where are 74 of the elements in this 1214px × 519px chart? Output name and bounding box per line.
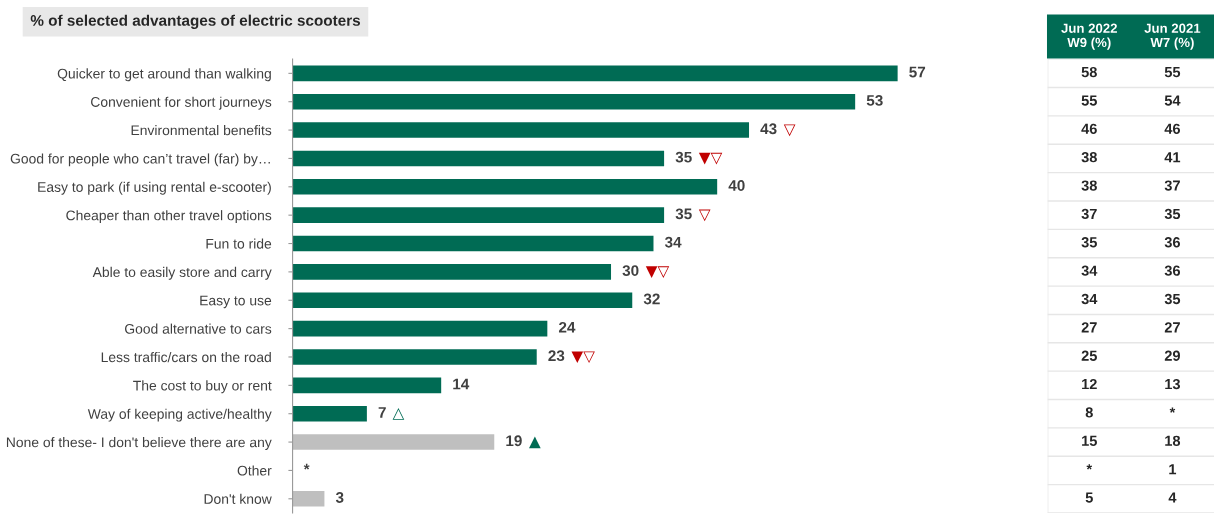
data-label: 23 bbox=[548, 350, 565, 362]
text: 4 bbox=[1168, 492, 1177, 503]
text: 34 bbox=[1081, 265, 1098, 276]
data-label: 57 bbox=[909, 66, 926, 78]
chart-title: % of selected advantages of electric scooters bbox=[30, 14, 361, 29]
category-label: Jun 2022 W9 (%) bbox=[1061, 23, 1117, 50]
data-label: 40 bbox=[728, 180, 745, 191]
y-tick-label: Fun to ride bbox=[206, 238, 272, 249]
y-tick-label: Less traffic/cars on the road bbox=[101, 351, 271, 363]
text: 46 bbox=[1164, 123, 1180, 134]
text: 38 bbox=[1081, 180, 1097, 191]
y-tick-label: Good for people who can’t travel (far) by… bbox=[10, 153, 270, 167]
text: 35 bbox=[1164, 208, 1181, 220]
text: 55 bbox=[1081, 95, 1097, 106]
y-tick-label: Good alternative to cars bbox=[125, 323, 272, 334]
y-tick-label: Able to easily store and carry bbox=[92, 266, 272, 280]
y-tick-label: Don't know bbox=[204, 493, 272, 504]
text: 35 bbox=[1081, 237, 1097, 248]
text: 37 bbox=[1081, 208, 1097, 220]
data-label: 19 bbox=[506, 435, 522, 447]
y-tick-label: None of these- I don't believe there are any bbox=[6, 437, 272, 450]
text: 27 bbox=[1164, 322, 1180, 333]
annotation: △ bbox=[392, 408, 405, 420]
data-label: 53 bbox=[866, 94, 883, 106]
text: 35 bbox=[1164, 293, 1181, 305]
text: 36 bbox=[1164, 265, 1180, 276]
y-tick-label: Easy to use bbox=[200, 295, 272, 309]
text: 13 bbox=[1165, 378, 1180, 390]
text: 37 bbox=[1164, 180, 1180, 191]
data-label: 34 bbox=[664, 236, 682, 248]
data-label: 35 bbox=[675, 151, 692, 163]
y-tick-label: Environmental benefits bbox=[131, 125, 272, 136]
text: 25 bbox=[1081, 350, 1097, 361]
text: 38 bbox=[1081, 152, 1097, 163]
y-tick-label: Way of keeping active/healthy bbox=[87, 408, 272, 422]
y-tick-label: Convenient for short journeys bbox=[91, 96, 272, 110]
data-label: 32 bbox=[643, 293, 660, 305]
data-label: 30 bbox=[622, 265, 639, 277]
data-label: 14 bbox=[453, 378, 470, 390]
data-label: 7 bbox=[378, 407, 386, 418]
y-tick-label: Easy to park (if using rental e-scooter) bbox=[38, 181, 271, 195]
annotation: ▽ bbox=[698, 209, 711, 222]
annotation: ▼▽ bbox=[645, 266, 670, 278]
y-tick-label: The cost to buy or rent bbox=[133, 380, 272, 394]
text: * bbox=[303, 463, 310, 470]
text: 34 bbox=[1081, 293, 1098, 305]
y-tick-label: Quicker to get around than walking bbox=[57, 68, 271, 82]
text: 8 bbox=[1085, 407, 1093, 418]
text: 29 bbox=[1164, 350, 1180, 361]
text: * bbox=[1169, 407, 1176, 413]
data-label: 24 bbox=[558, 321, 576, 333]
data-label: 35 bbox=[675, 208, 692, 220]
data-label: 43 bbox=[760, 123, 777, 135]
text: * bbox=[1086, 464, 1093, 470]
text: 5 bbox=[1085, 492, 1093, 503]
annotation: ▽ bbox=[783, 124, 796, 137]
text: 18 bbox=[1165, 435, 1181, 446]
annotation: ▼▽ bbox=[698, 152, 723, 165]
data-label: 3 bbox=[335, 492, 344, 503]
y-tick-label: Cheaper than other travel options bbox=[66, 210, 272, 224]
text: 55 bbox=[1164, 67, 1181, 78]
text: 36 bbox=[1164, 237, 1180, 248]
text: 41 bbox=[1164, 152, 1181, 163]
y-tick-label: Other bbox=[237, 465, 272, 476]
category-label: Jun 2021 W7 (%) bbox=[1144, 23, 1201, 50]
text: 1 bbox=[1169, 464, 1177, 475]
text: 58 bbox=[1081, 66, 1097, 78]
text: 46 bbox=[1081, 123, 1097, 134]
text: 15 bbox=[1082, 435, 1097, 446]
text: 27 bbox=[1081, 322, 1097, 333]
annotation: ▼▽ bbox=[571, 351, 595, 364]
text: 12 bbox=[1082, 378, 1097, 390]
text: 54 bbox=[1164, 95, 1181, 106]
annotation: ▲ bbox=[529, 436, 541, 449]
